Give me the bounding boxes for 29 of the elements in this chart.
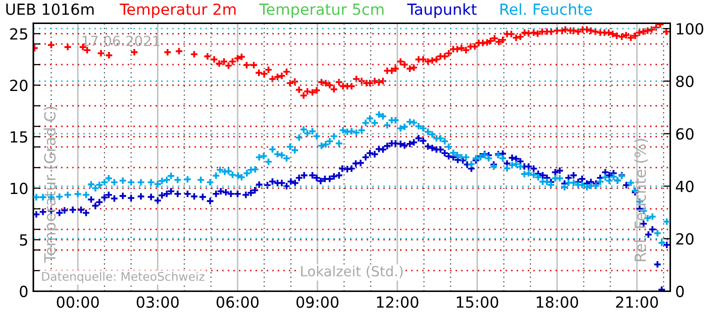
y-tick-label: 10 [10,182,28,194]
x-tick-label: 03:00 [136,296,179,308]
x-tick-label: 18:00 [536,296,578,308]
y-tick-label: 0 [20,286,28,298]
x-tick-label: 21:00 [616,296,658,308]
y-tick-label: 25 [10,28,28,40]
y2-tick-label: 40 [676,180,694,192]
text: Taupunkt [407,3,477,18]
y-tick-label: 15 [10,131,28,143]
y2-axis-title: Rel. Feuchte (%) [634,138,648,262]
y2-tick-label: 0 [676,286,684,298]
y2-tick-label: 60 [676,128,694,140]
annotation: Datenquelle: MeteoSchweiz [42,272,204,284]
x-tick-label: 15:00 [456,296,498,308]
x-tick-label: 09:00 [296,296,338,308]
legend-label: Temperatur 5cm [259,4,384,18]
y-axis-title: Temperatur (Grad C) [44,106,59,263]
x-tick-label: 00:00 [56,296,99,308]
y-tick-label: 5 [20,234,28,246]
text: Rel. Feuchte [500,3,592,16]
y-tick-label: 20 [10,80,28,92]
y2-tick-label: 100 [676,23,704,35]
x-tick-label: 12:00 [377,296,418,308]
x-tick-label: 06:00 [216,296,259,308]
x-axis-title: Lokalzeit (Std.) [301,266,403,278]
y2-tick-label: 20 [676,233,694,245]
chart-title: UEB 1016m [6,3,94,16]
text: Temperatur 2m [120,3,236,18]
y2-tick-label: 80 [676,76,694,88]
